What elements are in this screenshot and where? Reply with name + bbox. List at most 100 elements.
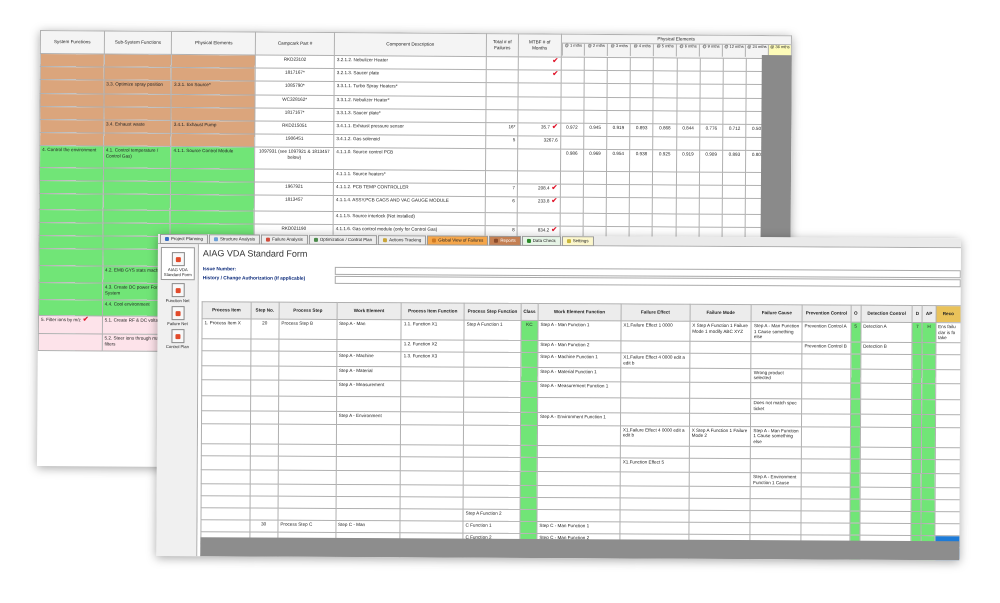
detection-control-cell[interactable] xyxy=(860,354,913,370)
class-cell[interactable] xyxy=(519,485,538,498)
detection-control-cell[interactable] xyxy=(859,472,912,488)
action-priority-cell[interactable] xyxy=(922,342,936,355)
class-cell[interactable] xyxy=(520,412,538,426)
detection-control-cell[interactable] xyxy=(860,383,913,400)
process-step-cell[interactable] xyxy=(278,410,337,425)
process-item-cell[interactable] xyxy=(201,496,250,509)
part-number-cell[interactable]: RKD215051 xyxy=(255,121,334,135)
failure-effect-cell[interactable]: X1.Failure Effect 4 0000 edit a edit b xyxy=(620,353,690,368)
reliability-value-cell[interactable] xyxy=(583,171,607,185)
system-function-cell[interactable] xyxy=(39,119,104,133)
reliability-value-cell[interactable] xyxy=(699,198,723,215)
system-function-cell[interactable] xyxy=(39,193,104,210)
reliability-value-cell[interactable] xyxy=(676,83,701,99)
step-number-cell[interactable] xyxy=(250,396,279,411)
mtbf-cell[interactable]: 233.8 ✔ xyxy=(517,196,560,214)
mtbf-cell[interactable]: 3267.6 xyxy=(517,135,561,150)
reliability-value-cell[interactable] xyxy=(676,57,701,72)
failure-effect-cell[interactable] xyxy=(620,341,690,354)
process-item-cell[interactable] xyxy=(201,379,251,397)
prevention-control-cell[interactable] xyxy=(801,487,850,500)
failure-effect-cell[interactable]: X1.Failure Effect 1 0000 xyxy=(620,320,690,342)
tab-reports[interactable]: Reports xyxy=(489,235,521,246)
physical-element-cell[interactable] xyxy=(171,94,256,109)
reliability-value-cell[interactable] xyxy=(722,214,746,228)
detection-rating-cell[interactable] xyxy=(911,399,923,415)
reliability-value-cell[interactable] xyxy=(723,71,747,85)
reliability-value-cell[interactable] xyxy=(676,184,700,199)
recommendation-cell[interactable] xyxy=(934,447,961,460)
component-description-cell[interactable]: 3.4.1.1. Exhaust pressure sensor xyxy=(333,121,486,136)
action-priority-cell[interactable] xyxy=(921,487,935,500)
detection-control-cell[interactable] xyxy=(860,446,912,460)
step-number-cell[interactable] xyxy=(249,423,279,444)
reliability-value-cell[interactable] xyxy=(583,110,607,124)
step-number-cell[interactable] xyxy=(249,496,279,509)
reliability-value-cell[interactable] xyxy=(629,213,653,227)
component-description-cell[interactable]: 3.3.1.2. Nebulizer Heater* xyxy=(334,95,486,110)
recommendation-cell[interactable] xyxy=(934,487,961,500)
prevention-control-cell[interactable] xyxy=(801,426,851,447)
work-element-cell[interactable]: Step A - Machine xyxy=(336,351,402,367)
action-priority-cell[interactable] xyxy=(921,427,936,448)
class-cell[interactable] xyxy=(519,497,538,510)
step-number-cell[interactable] xyxy=(249,484,279,497)
component-description-cell[interactable]: 4.1.1.4. ASSY,PCB CAGS AND VAC GAUGE MOD… xyxy=(333,195,486,213)
reliability-value-cell[interactable] xyxy=(583,70,608,84)
failure-mode-cell[interactable]: X Step A Function 1 Failure Mode 2 xyxy=(689,425,751,447)
failure-effect-cell[interactable] xyxy=(620,367,690,383)
sidebar-item-aiag-vda-standard-form[interactable]: AIAG VDA Standard Form xyxy=(160,247,195,281)
class-cell[interactable] xyxy=(520,352,538,368)
reliability-value-cell[interactable] xyxy=(722,172,746,186)
failure-mode-cell[interactable] xyxy=(689,353,752,369)
step-number-cell[interactable] xyxy=(249,556,278,561)
occurrence-cell[interactable] xyxy=(850,383,861,400)
process-item-function-cell[interactable] xyxy=(400,444,464,457)
work-element-cell[interactable] xyxy=(335,484,401,498)
failure-cause-cell[interactable] xyxy=(750,510,802,524)
reliability-value-cell[interactable]: 0.972 xyxy=(560,123,584,137)
process-item-function-cell[interactable] xyxy=(401,366,464,382)
process-step-function-cell[interactable] xyxy=(463,444,521,458)
process-item-function-cell[interactable] xyxy=(400,509,464,522)
subsystem-function-cell[interactable] xyxy=(103,93,172,108)
work-element-function-cell[interactable]: Step A - Measurement Function 1 xyxy=(537,381,621,399)
action-priority-cell[interactable] xyxy=(921,447,935,460)
system-function-cell[interactable] xyxy=(38,299,103,316)
work-element-cell[interactable]: Step A - Material xyxy=(336,366,402,381)
total-failures-cell[interactable]: 6 xyxy=(484,196,518,213)
detection-rating-cell[interactable] xyxy=(912,369,923,384)
detection-rating-cell[interactable] xyxy=(911,487,922,500)
work-element-cell[interactable]: Step C - Material xyxy=(335,556,401,561)
reliability-value-cell[interactable] xyxy=(723,84,747,99)
occurrence-cell[interactable] xyxy=(849,523,860,536)
action-priority-cell[interactable] xyxy=(921,511,935,524)
total-failures-cell[interactable]: 16* xyxy=(485,122,518,136)
process-item-cell[interactable] xyxy=(201,443,250,456)
component-description-cell[interactable]: 3.3.1.3. Saucer plate* xyxy=(333,108,486,123)
total-failures-cell[interactable] xyxy=(485,69,519,83)
process-step-function-cell[interactable] xyxy=(463,497,520,510)
reliability-value-cell[interactable] xyxy=(582,197,607,214)
class-cell[interactable] xyxy=(519,471,538,486)
prevention-control-cell[interactable] xyxy=(801,499,850,512)
reliability-value-cell[interactable]: 0.893 xyxy=(722,150,747,173)
work-element-function-cell[interactable] xyxy=(537,397,621,413)
reliability-value-cell[interactable] xyxy=(606,97,631,111)
reliability-value-cell[interactable] xyxy=(559,184,584,198)
process-step-cell[interactable]: Process Step B xyxy=(278,319,337,340)
detection-rating-cell[interactable] xyxy=(911,523,922,536)
action-priority-cell[interactable] xyxy=(921,523,935,536)
reliability-value-cell[interactable]: 0.986 xyxy=(560,149,584,172)
detection-rating-cell[interactable] xyxy=(911,511,922,524)
total-failures-cell[interactable] xyxy=(485,56,519,70)
work-element-cell[interactable] xyxy=(335,444,401,457)
prevention-control-cell[interactable] xyxy=(800,523,850,536)
process-step-cell[interactable] xyxy=(278,339,337,352)
failure-cause-cell[interactable] xyxy=(750,498,802,512)
prevention-control-cell[interactable] xyxy=(801,511,850,524)
physical-element-cell[interactable] xyxy=(170,181,255,196)
process-item-function-cell[interactable] xyxy=(400,485,464,498)
detection-control-cell[interactable] xyxy=(860,399,912,415)
occurrence-cell[interactable] xyxy=(850,342,861,355)
